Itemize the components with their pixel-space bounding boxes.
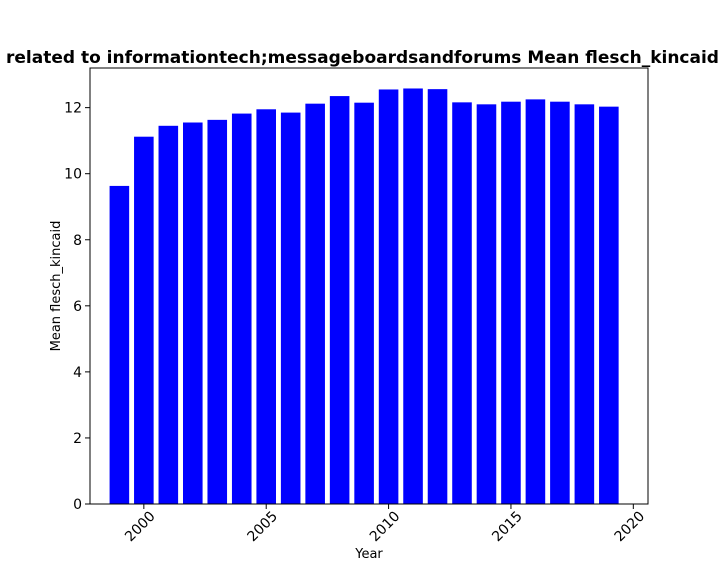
bar-2001 [158, 125, 179, 505]
bar-2013 [452, 102, 472, 504]
bar-2012 [427, 89, 448, 504]
x-tick-label: 2015 [489, 509, 526, 546]
x-tick-label: 2005 [245, 509, 282, 546]
y-tick-label: 12 [64, 101, 82, 117]
chart-title: related to informationtech;messageboards… [6, 48, 720, 68]
x-axis: 2000 2005 2010 2015 2020 [122, 504, 648, 545]
bar-1999 [109, 185, 130, 505]
y-tick-label: 8 [73, 233, 82, 249]
x-tick-label: 2000 [122, 509, 159, 546]
bar-2002 [183, 122, 203, 504]
bar-2016 [525, 99, 546, 504]
bar-2019 [599, 106, 619, 505]
bar-2003 [207, 119, 228, 505]
y-tick-label: 2 [73, 431, 82, 447]
x-tick-label: 2020 [612, 509, 649, 546]
bar-2011 [403, 88, 423, 504]
bar-2018 [574, 104, 595, 504]
bar-2000 [134, 136, 154, 504]
bar-2014 [476, 104, 497, 504]
y-tick-label: 6 [73, 299, 82, 315]
bar-2010 [378, 89, 399, 504]
bar-2017 [550, 101, 570, 504]
bar-2009 [354, 102, 374, 505]
bar-2015 [501, 101, 521, 504]
bars-group [109, 88, 619, 505]
plot-frame [89, 67, 649, 505]
bar-2006 [280, 112, 301, 504]
y-axis: 0 2 4 6 8 10 12 [64, 101, 90, 513]
bar-2005 [256, 109, 276, 504]
x-tick-label: 2010 [367, 509, 404, 546]
y-tick-label: 0 [73, 497, 82, 513]
bar-2004 [231, 113, 252, 504]
bar-2008 [329, 96, 350, 504]
y-axis-label: Mean flesch_kincaid [49, 221, 64, 352]
x-axis-label: Year [354, 547, 383, 562]
bar-2007 [305, 103, 325, 505]
y-tick-label: 4 [73, 365, 82, 381]
y-tick-label: 10 [64, 167, 82, 183]
